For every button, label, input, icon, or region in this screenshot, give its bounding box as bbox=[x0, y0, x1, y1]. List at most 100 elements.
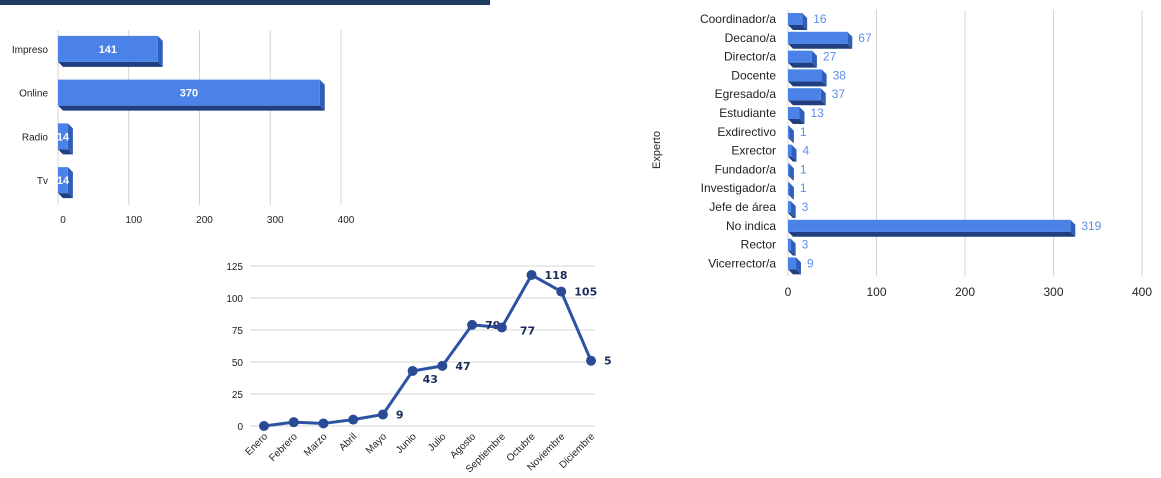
data-label: 105 bbox=[574, 286, 597, 299]
bar-expert-face bbox=[788, 125, 790, 138]
data-point bbox=[437, 360, 448, 371]
bar-expert bbox=[788, 13, 808, 30]
x-tick-label: 400 bbox=[338, 215, 355, 226]
bar-expert-side bbox=[821, 69, 827, 87]
bar-expert-bottom bbox=[788, 156, 797, 162]
header-accent-bar bbox=[0, 0, 490, 5]
data-label: 141 bbox=[99, 44, 117, 56]
y-tick-label: 100 bbox=[226, 294, 243, 305]
data-label: 319 bbox=[1081, 219, 1101, 233]
bar-expert-side bbox=[788, 163, 794, 181]
bar-tv-bottom bbox=[58, 193, 73, 199]
category-label: Online bbox=[19, 89, 48, 100]
bar-expert-bottom bbox=[788, 175, 794, 181]
bar-expert-face bbox=[788, 144, 792, 157]
bar-expert bbox=[788, 107, 805, 124]
bar-expert-face bbox=[788, 238, 791, 251]
bar-radio-side bbox=[67, 123, 73, 155]
bar-online-side bbox=[319, 79, 325, 111]
category-label: Estudiante bbox=[719, 106, 776, 120]
data-label: 370 bbox=[180, 88, 198, 100]
data-label: 37 bbox=[832, 87, 846, 101]
bar-expert-side bbox=[799, 107, 805, 124]
bar-expert bbox=[788, 50, 817, 68]
bar-radio-bottom bbox=[58, 149, 73, 155]
bar-expert-bottom bbox=[788, 213, 796, 218]
bar-expert-face bbox=[788, 182, 790, 195]
bar-expert-side bbox=[795, 257, 801, 275]
bar-impreso-face bbox=[58, 35, 158, 62]
bar-expert-side bbox=[820, 88, 826, 106]
bar-expert-bottom bbox=[788, 231, 1076, 237]
bar-expert-bottom bbox=[788, 62, 817, 68]
bar-expert-face bbox=[788, 13, 803, 25]
x-tick-label: 300 bbox=[267, 215, 284, 226]
bar-online-face bbox=[58, 79, 320, 106]
category-label: Investigador/a bbox=[701, 181, 777, 195]
data-point bbox=[377, 409, 388, 420]
category-label: Impreso bbox=[12, 45, 49, 56]
bar-expert-bottom bbox=[788, 194, 794, 200]
bar-expert-bottom bbox=[788, 119, 805, 124]
bar-expert-bottom bbox=[788, 269, 801, 275]
bar-impreso-side bbox=[157, 35, 163, 67]
bar-expert bbox=[788, 201, 796, 218]
category-label: Egresado/a bbox=[715, 87, 777, 101]
data-point bbox=[586, 355, 596, 366]
bar-expert-side bbox=[788, 182, 794, 200]
data-label: 16 bbox=[813, 12, 827, 26]
bar-expert-face bbox=[788, 69, 822, 82]
bar-expert-face bbox=[788, 88, 821, 101]
category-label: Coordinador/a bbox=[700, 12, 776, 26]
category-label: Exrector bbox=[731, 144, 776, 158]
data-label: 4 bbox=[803, 144, 810, 158]
data-point bbox=[407, 365, 418, 376]
bar-expert-face bbox=[788, 219, 1071, 232]
data-label: 3 bbox=[802, 238, 809, 252]
bar-expert bbox=[788, 144, 797, 162]
category-label: Rector bbox=[741, 238, 776, 252]
category-label: Radio bbox=[22, 132, 49, 143]
data-label: 9 bbox=[807, 256, 814, 270]
bar-radio bbox=[58, 123, 73, 155]
category-label: Director/a bbox=[724, 50, 776, 64]
bar-expert bbox=[788, 163, 794, 181]
category-label: Jefe de área bbox=[709, 200, 776, 214]
bar-expert-bottom bbox=[788, 100, 826, 106]
x-tick-label: 100 bbox=[866, 285, 886, 299]
category-label: Fundador/a bbox=[715, 162, 777, 176]
bar-expert bbox=[788, 182, 794, 200]
y-tick-label: 125 bbox=[226, 262, 243, 273]
category-label: No indica bbox=[726, 219, 776, 233]
y-tick-label: 25 bbox=[232, 390, 244, 401]
x-tick-label: 300 bbox=[1043, 285, 1063, 299]
data-label: 79 bbox=[485, 319, 500, 332]
category-label: Docente bbox=[731, 68, 776, 82]
bar-tv-face bbox=[58, 167, 68, 194]
bar-expert-bottom bbox=[788, 81, 827, 87]
bar-expert bbox=[788, 219, 1076, 237]
data-label: 13 bbox=[811, 106, 825, 120]
bar-tv-side bbox=[67, 167, 73, 199]
category-label: Vicerrector/a bbox=[708, 256, 776, 270]
bar-expert bbox=[788, 238, 796, 256]
data-point bbox=[259, 421, 269, 431]
data-label: 118 bbox=[545, 269, 568, 282]
data-label: 1 bbox=[800, 162, 807, 176]
bar-expert-bottom bbox=[788, 250, 796, 256]
x-tick-label: 400 bbox=[1132, 285, 1152, 299]
data-point bbox=[288, 417, 299, 428]
data-point bbox=[318, 418, 329, 429]
data-label: 3 bbox=[802, 200, 809, 214]
data-label: 27 bbox=[823, 50, 837, 64]
category-label: Decano/a bbox=[725, 31, 777, 45]
bar-expert bbox=[788, 257, 801, 275]
bar-expert-side bbox=[802, 13, 808, 30]
bar-impreso bbox=[58, 35, 163, 67]
x-tick-label: 0 bbox=[60, 215, 66, 226]
bar-expert-side bbox=[811, 50, 817, 68]
data-label: 47 bbox=[455, 360, 470, 373]
